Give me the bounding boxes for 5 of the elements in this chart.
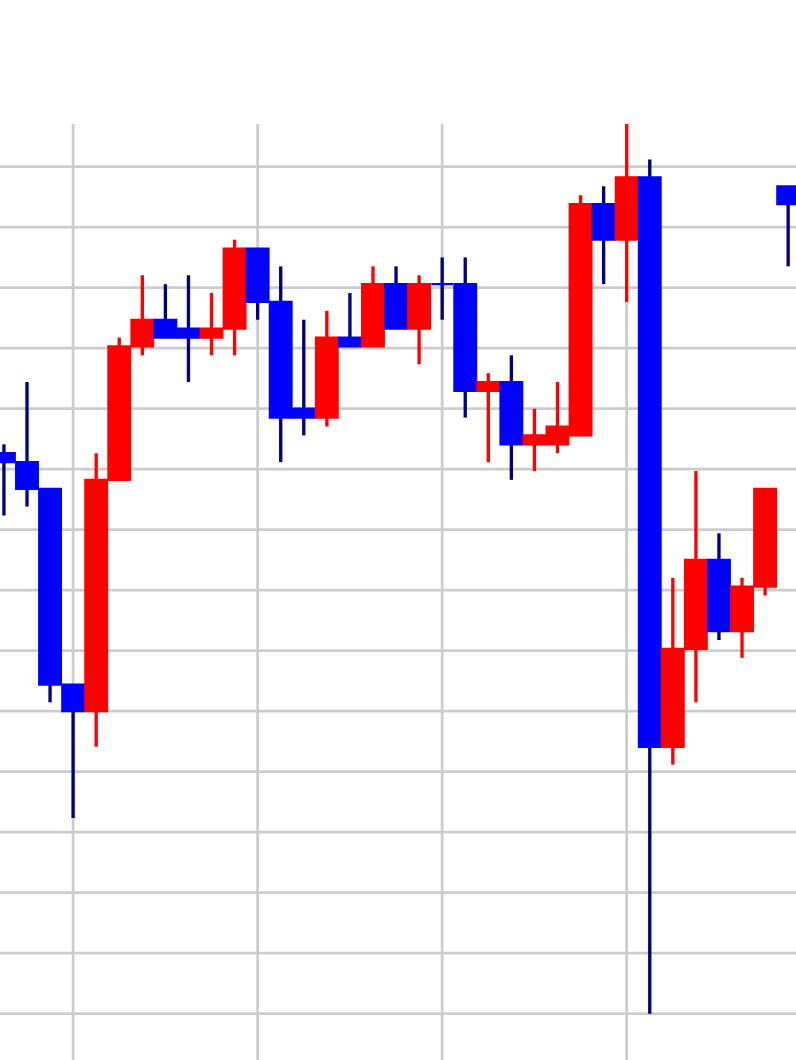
candlestick	[476, 371, 501, 464]
candlestick	[407, 273, 432, 366]
candlestick	[384, 264, 408, 331]
candlestick	[591, 184, 616, 286]
candlestick	[337, 291, 362, 349]
